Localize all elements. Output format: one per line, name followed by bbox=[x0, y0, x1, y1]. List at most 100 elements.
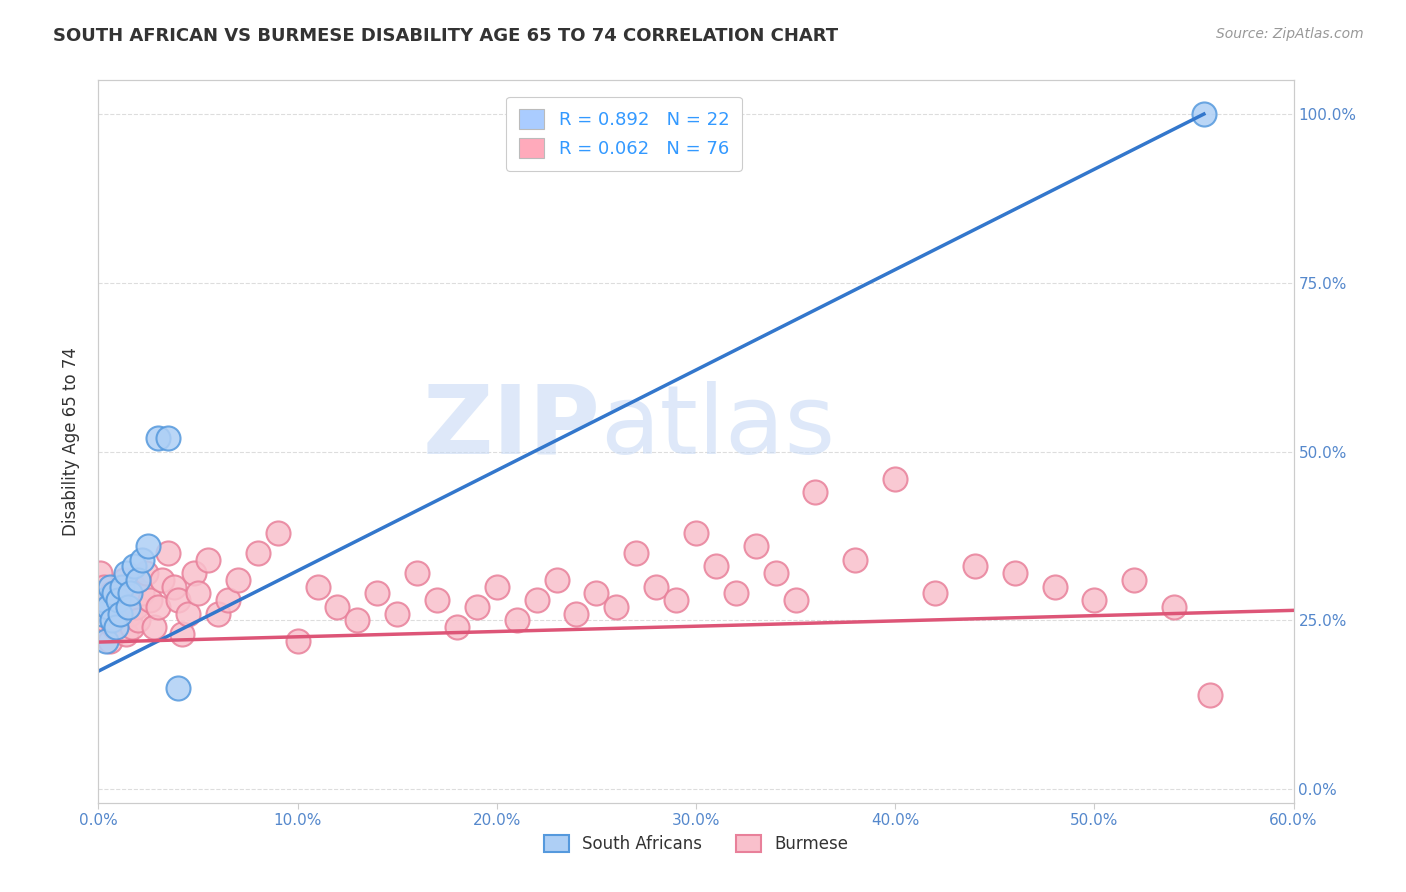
Point bbox=[97, 599, 120, 614]
Point bbox=[101, 614, 124, 628]
Point bbox=[785, 593, 807, 607]
Point bbox=[98, 633, 122, 648]
Point bbox=[385, 607, 409, 621]
Point bbox=[884, 472, 907, 486]
Point bbox=[626, 546, 648, 560]
Text: Source: ZipAtlas.com: Source: ZipAtlas.com bbox=[1216, 27, 1364, 41]
Point bbox=[326, 599, 349, 614]
Point bbox=[207, 607, 229, 621]
Point bbox=[765, 566, 787, 581]
Point bbox=[115, 627, 138, 641]
Point bbox=[111, 586, 134, 600]
Point bbox=[131, 552, 153, 566]
Point bbox=[1199, 688, 1222, 702]
Point bbox=[287, 633, 309, 648]
Point bbox=[163, 580, 186, 594]
Point bbox=[93, 580, 115, 594]
Point bbox=[93, 593, 115, 607]
Point bbox=[426, 593, 449, 607]
Point bbox=[107, 593, 129, 607]
Point bbox=[246, 546, 269, 560]
Point bbox=[745, 539, 768, 553]
Point bbox=[366, 586, 388, 600]
Point bbox=[804, 485, 827, 500]
Point bbox=[924, 586, 946, 600]
Point bbox=[89, 566, 111, 581]
Point bbox=[91, 607, 114, 621]
Point bbox=[143, 620, 166, 634]
Point bbox=[103, 586, 125, 600]
Point bbox=[148, 599, 170, 614]
Point bbox=[526, 593, 548, 607]
Point bbox=[197, 552, 219, 566]
Point bbox=[157, 431, 180, 445]
Point bbox=[1083, 593, 1105, 607]
Point bbox=[120, 586, 142, 600]
Point bbox=[105, 620, 128, 634]
Point bbox=[446, 620, 468, 634]
Point bbox=[465, 599, 488, 614]
Point bbox=[96, 614, 118, 628]
Point bbox=[139, 593, 162, 607]
Point bbox=[1163, 599, 1185, 614]
Point bbox=[963, 559, 986, 574]
Point bbox=[1004, 566, 1026, 581]
Point bbox=[177, 607, 200, 621]
Point bbox=[546, 573, 568, 587]
Point bbox=[98, 580, 122, 594]
Point bbox=[110, 614, 132, 628]
Point bbox=[585, 586, 607, 600]
Point bbox=[565, 607, 588, 621]
Point bbox=[117, 593, 139, 607]
Point bbox=[135, 566, 157, 581]
Point bbox=[105, 607, 128, 621]
Point bbox=[127, 614, 149, 628]
Point bbox=[406, 566, 429, 581]
Point bbox=[111, 580, 134, 594]
Point bbox=[1043, 580, 1066, 594]
Point bbox=[167, 681, 190, 695]
Point bbox=[267, 525, 290, 540]
Text: atlas: atlas bbox=[600, 381, 835, 474]
Text: SOUTH AFRICAN VS BURMESE DISABILITY AGE 65 TO 74 CORRELATION CHART: SOUTH AFRICAN VS BURMESE DISABILITY AGE … bbox=[53, 27, 838, 45]
Point bbox=[131, 586, 153, 600]
Point bbox=[97, 599, 120, 614]
Point bbox=[183, 566, 205, 581]
Point bbox=[115, 566, 138, 581]
Point bbox=[112, 573, 135, 587]
Point bbox=[485, 580, 508, 594]
Point bbox=[187, 586, 209, 600]
Legend: South Africans, Burmese: South Africans, Burmese bbox=[537, 828, 855, 860]
Point bbox=[665, 593, 688, 607]
Point bbox=[148, 431, 170, 445]
Y-axis label: Disability Age 65 to 74: Disability Age 65 to 74 bbox=[62, 347, 80, 536]
Point bbox=[844, 552, 866, 566]
Point bbox=[150, 573, 173, 587]
Point bbox=[307, 580, 329, 594]
Point bbox=[120, 607, 142, 621]
Point bbox=[136, 539, 159, 553]
Point bbox=[91, 593, 114, 607]
Point bbox=[124, 559, 146, 574]
Point bbox=[121, 620, 143, 634]
Point bbox=[1192, 107, 1215, 121]
Point bbox=[101, 586, 124, 600]
Point bbox=[1123, 573, 1146, 587]
Point bbox=[645, 580, 668, 594]
Point bbox=[127, 573, 149, 587]
Point bbox=[704, 559, 727, 574]
Point bbox=[346, 614, 368, 628]
Point bbox=[506, 614, 529, 628]
Point bbox=[110, 607, 132, 621]
Point bbox=[157, 546, 180, 560]
Point bbox=[96, 633, 118, 648]
Point bbox=[103, 620, 125, 634]
Point bbox=[172, 627, 194, 641]
Text: ZIP: ZIP bbox=[422, 381, 600, 474]
Point bbox=[226, 573, 249, 587]
Point bbox=[724, 586, 747, 600]
Point bbox=[107, 599, 129, 614]
Point bbox=[167, 593, 190, 607]
Point bbox=[217, 593, 239, 607]
Point bbox=[685, 525, 707, 540]
